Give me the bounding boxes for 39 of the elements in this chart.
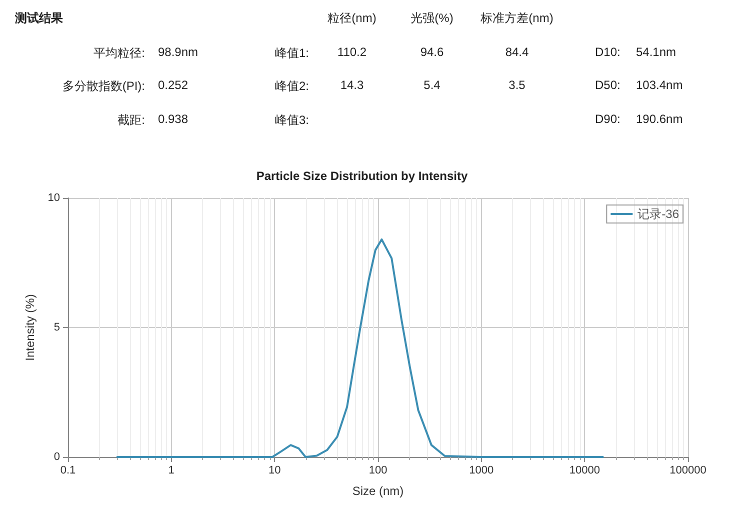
text: 0.938 (158, 112, 188, 126)
text: 190.6nm (636, 112, 683, 126)
text: D10: (595, 45, 620, 59)
text: 14.3 (340, 78, 364, 92)
text: D90: (595, 112, 620, 126)
text: 标准方差(nm) (480, 10, 554, 27)
text: 峰值1: (275, 45, 310, 62)
y-tick-label: 10 (48, 192, 60, 204)
text: 3.5 (508, 78, 526, 92)
y-tick-label: 0 (54, 451, 60, 463)
y-tick-label: 5 (54, 322, 60, 334)
text: 截距: (118, 112, 145, 129)
x-tick-label: 100000 (670, 464, 706, 476)
text: 光强(%) (410, 10, 454, 27)
y-axis-title: Intensity (%) (23, 294, 37, 361)
text: 峰值2: (275, 78, 310, 95)
x-tick-label: 100 (368, 464, 388, 476)
text: 峰值3: (275, 112, 310, 129)
x-tick-label: 10 (268, 464, 281, 476)
x-tick-label: 10000 (569, 464, 600, 476)
text: 0.252 (158, 78, 188, 92)
x-tick-label: 1 (168, 464, 174, 476)
chart-title: Particle Size Distribution by Intensity (256, 169, 468, 183)
text: 103.4nm (636, 78, 683, 92)
text: 多分散指数(PI): (62, 78, 145, 95)
text: 54.1nm (636, 45, 676, 59)
text: 5.4 (424, 78, 440, 92)
text: 98.9nm (158, 45, 198, 59)
x-tick-label: 0.1 (60, 464, 76, 476)
text: 粒径(nm) (328, 10, 376, 27)
text: 94.6 (420, 45, 444, 59)
text: D50: (595, 78, 620, 92)
legend-label: 记录-36 (638, 207, 680, 221)
x-tick-label: 1000 (469, 464, 494, 476)
text: 110.2 (337, 45, 367, 59)
x-axis-title: Size (nm) (352, 484, 404, 498)
text: 84.4 (505, 45, 529, 59)
text: 测试结果 (15, 10, 63, 27)
text: 平均粒径: (94, 45, 145, 62)
